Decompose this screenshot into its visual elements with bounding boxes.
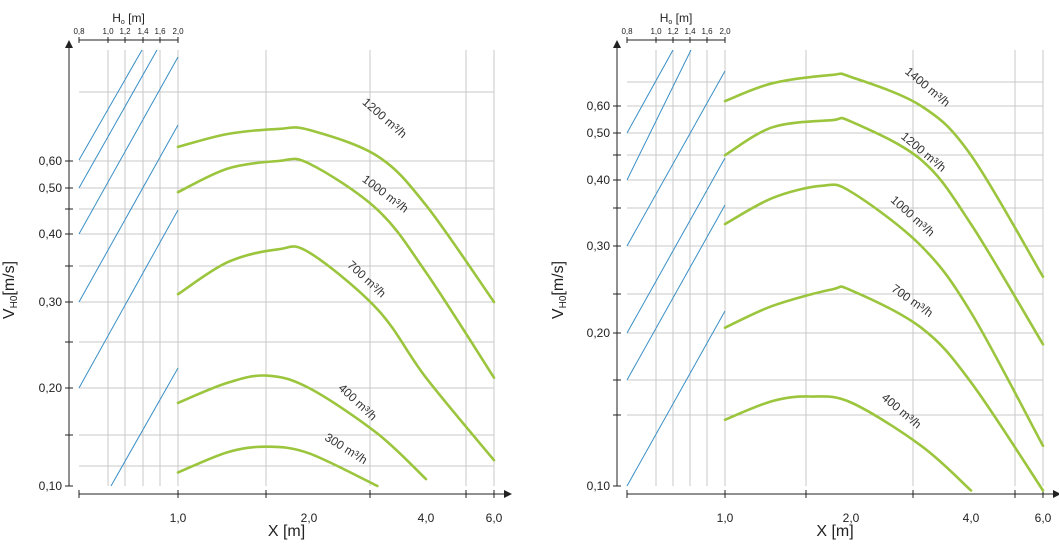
h-tick-label: 1,4 bbox=[684, 27, 696, 36]
y-tick-label: 0,40 bbox=[587, 173, 611, 187]
flow-curve bbox=[176, 245, 496, 462]
y-tick-label: 0,50 bbox=[39, 181, 63, 195]
y-axis-label: VH0[m/s] bbox=[1, 261, 20, 319]
y-axis-label-main: V bbox=[550, 308, 567, 319]
y-tick-label: 0,40 bbox=[39, 227, 63, 241]
y-tick-label: 0,50 bbox=[587, 126, 611, 140]
y-axis-label-sub: H0 bbox=[558, 295, 569, 308]
chart-panel-2: 0,8 1,0 1,2 1,4 1,6 2,0 Ho [m] 0,10 0,20 0,30 0,40… bbox=[550, 11, 1059, 540]
flow-curve bbox=[723, 72, 1045, 278]
curve-label: 1200 m³/h bbox=[898, 129, 948, 174]
y-axis-arrow bbox=[613, 40, 621, 48]
h-tick-label: 1,6 bbox=[701, 27, 713, 36]
x-axis-label: X [m] bbox=[816, 523, 853, 540]
x-tick-label: 4,0 bbox=[418, 511, 435, 525]
h-axis-label: Ho [m] bbox=[660, 11, 693, 26]
x-tick-label: 6,0 bbox=[1035, 511, 1052, 525]
height-line bbox=[626, 70, 726, 247]
y-axis-arrow bbox=[65, 40, 73, 48]
height-line bbox=[626, 49, 674, 134]
flow-curve bbox=[723, 395, 973, 492]
x-axis-arrow bbox=[504, 490, 512, 498]
h-axis-label: Ho [m] bbox=[112, 11, 145, 26]
y-axis-label-unit: [m/s] bbox=[1, 261, 18, 296]
y-axis-label-sub: H0 bbox=[9, 295, 20, 308]
h-tick-label: 1,2 bbox=[667, 27, 679, 36]
curve-label: 400 m³/h bbox=[336, 381, 380, 424]
curve-label: 700 m³/h bbox=[345, 258, 389, 301]
height-line bbox=[78, 56, 179, 235]
flow-curve bbox=[723, 285, 1045, 492]
curve-label: 400 m³/h bbox=[879, 390, 924, 431]
y-axis-label: VH0[m/s] bbox=[550, 261, 569, 319]
height-line bbox=[626, 49, 692, 181]
height-line bbox=[78, 49, 158, 189]
flow-curve bbox=[176, 126, 496, 304]
y-axis-label-unit: [m/s] bbox=[550, 261, 567, 296]
x-axis-label: X [m] bbox=[268, 523, 305, 540]
flow-curve bbox=[723, 116, 1045, 346]
h-tick-label: 0,8 bbox=[621, 27, 633, 36]
y-tick-label: 0,60 bbox=[39, 154, 63, 168]
y-tick-label: 0,20 bbox=[587, 326, 611, 340]
x-tick-label: 1,0 bbox=[717, 511, 734, 525]
curve-label: 1400 m³/h bbox=[902, 64, 952, 109]
y-tick-label: 0,10 bbox=[39, 479, 63, 493]
x-tick-label: 4,0 bbox=[963, 511, 980, 525]
height-line bbox=[626, 157, 726, 334]
flow-curve bbox=[176, 445, 379, 488]
h-axis-label-main: H bbox=[112, 11, 121, 25]
h-tick-label: 1,6 bbox=[154, 27, 166, 36]
h-tick-label: 1,4 bbox=[137, 27, 149, 36]
h-tick-label: 1,2 bbox=[119, 27, 131, 36]
y-tick-label: 0,10 bbox=[587, 479, 611, 493]
h-tick-label: 0,8 bbox=[73, 27, 85, 36]
h-axis-label-main: H bbox=[660, 11, 669, 25]
x-tick-label: 6,0 bbox=[486, 511, 503, 525]
height-line bbox=[626, 204, 726, 381]
height-line bbox=[110, 367, 179, 487]
curve-label: 1200 m³/h bbox=[360, 95, 410, 141]
h-tick-label: 1,0 bbox=[102, 27, 114, 36]
y-tick-label: 0,30 bbox=[587, 239, 611, 253]
flow-curve bbox=[176, 374, 428, 481]
x-tick-label: 1,0 bbox=[170, 511, 187, 525]
y-axis-label-main: V bbox=[1, 308, 18, 319]
flow-curve bbox=[723, 183, 1045, 448]
height-line bbox=[626, 310, 726, 487]
curve-label: 700 m³/h bbox=[889, 281, 936, 320]
x-axis-arrow bbox=[1053, 490, 1059, 498]
height-line bbox=[78, 209, 179, 389]
y-tick-label: 0,20 bbox=[39, 381, 63, 395]
height-line bbox=[78, 49, 143, 161]
flow-curve bbox=[176, 157, 496, 379]
h-axis-label-unit: [m] bbox=[672, 11, 692, 25]
y-tick-label: 0,60 bbox=[587, 99, 611, 113]
y-tick-label: 0,30 bbox=[39, 295, 63, 309]
h-axis-label-unit: [m] bbox=[125, 11, 145, 25]
h-tick-label: 2,0 bbox=[172, 27, 184, 36]
h-tick-label: 1,0 bbox=[650, 27, 662, 36]
x-tick-label: 2,0 bbox=[843, 511, 860, 525]
height-line bbox=[78, 124, 179, 303]
chart-panel-1: 0,8 1,0 1,2 1,4 1,6 2,0 Ho [m] 0,10 0,20 0,30 0,40… bbox=[1, 11, 512, 540]
h-axis-label-sub: o bbox=[121, 19, 125, 26]
h-axis-label-sub: o bbox=[668, 19, 672, 26]
x-tick-label: 2,0 bbox=[301, 511, 318, 525]
h-tick-label: 2,0 bbox=[719, 27, 731, 36]
